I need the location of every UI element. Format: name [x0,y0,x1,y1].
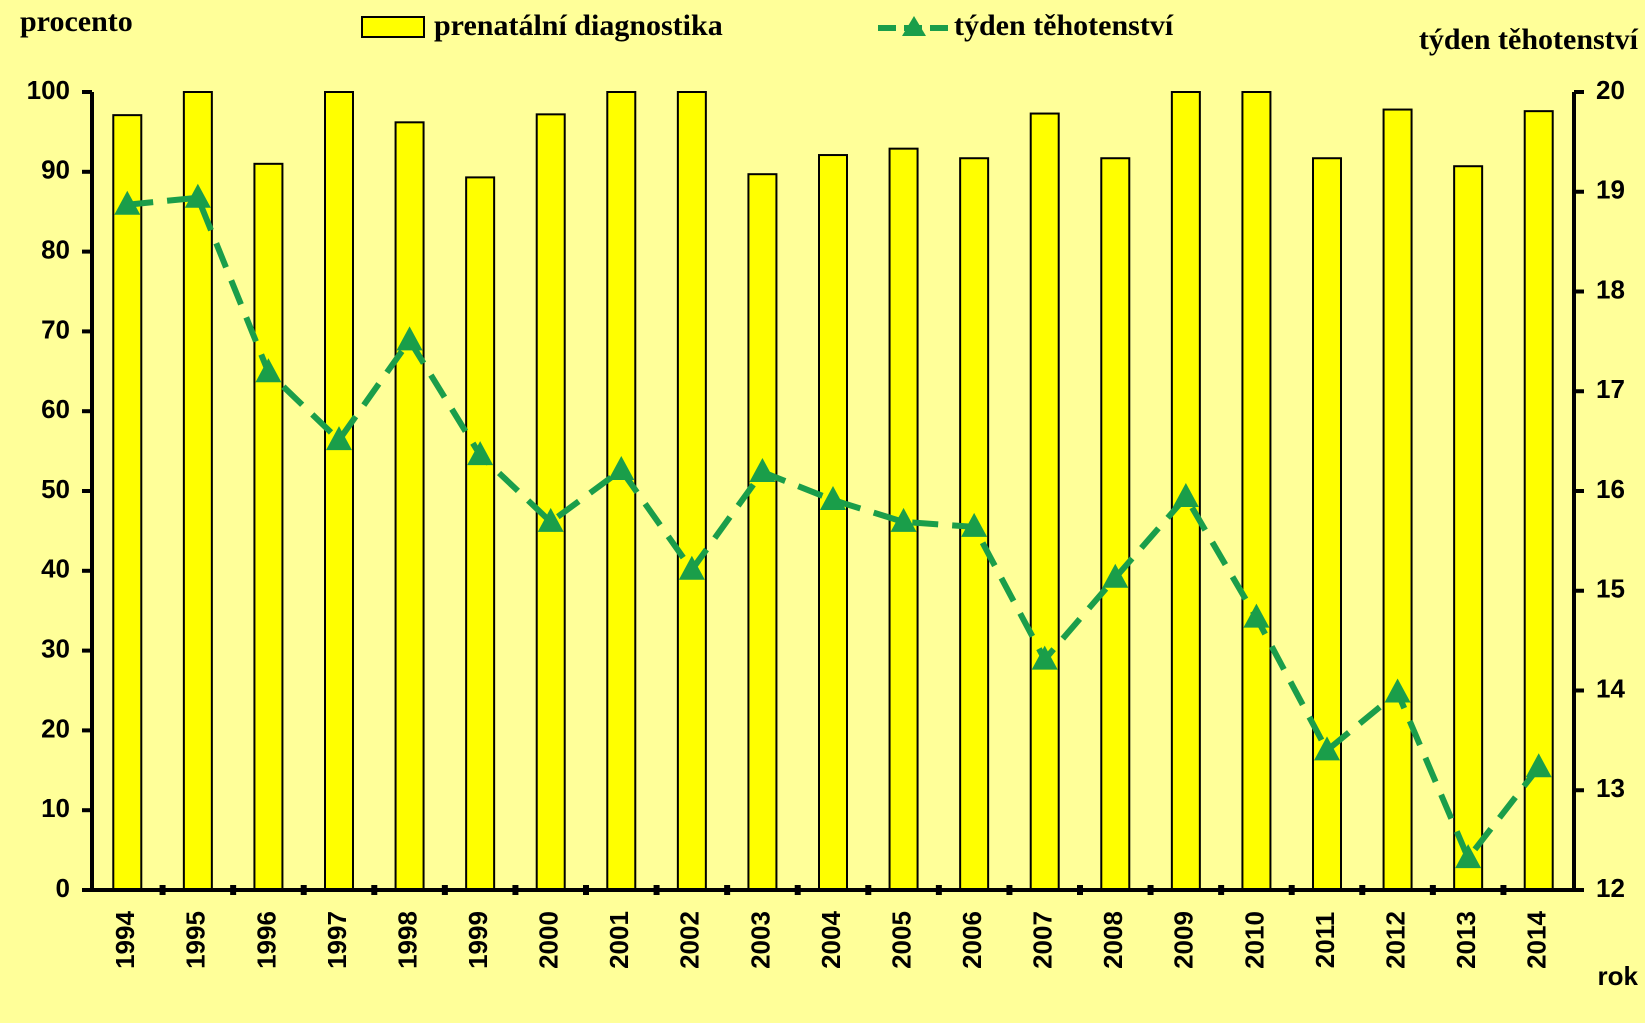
x-tick-label: 2008 [1098,911,1128,969]
y2-tick-label: 18 [1596,274,1625,304]
line-marker [326,426,352,451]
x-axis-label: rok [1598,961,1639,991]
bar [1382,108,1413,891]
y2-tick-label: 15 [1596,574,1625,604]
y-tick-label: 100 [27,75,70,105]
y-tick-label: 60 [41,394,70,424]
line-marker [114,190,141,215]
y2-tick-label: 14 [1596,673,1625,703]
x-tick-label: 2009 [1169,911,1199,969]
y2-tick-label: 16 [1596,474,1625,504]
bar [818,154,848,892]
x-tick-label: 2012 [1380,911,1410,969]
line-marker [1525,753,1552,778]
line-marker [467,441,494,466]
x-tick-label: 2011 [1310,912,1340,968]
line-marker [608,456,635,481]
line-marker [678,555,705,580]
line-marker [961,512,988,537]
x-tick-label: 2013 [1451,911,1481,969]
x-tick-label: 2004 [816,911,846,969]
line-marker [1384,678,1411,703]
y2-tick-label: 19 [1596,175,1625,205]
line-marker [890,507,917,532]
line-marker [1314,736,1340,761]
x-tick-label: 1996 [251,911,281,969]
bar [324,91,354,891]
bar [1100,157,1131,891]
x-tick-label: 2003 [745,911,775,969]
x-tick-label: 1995 [181,911,211,969]
line-marker [1455,844,1482,869]
legend-label: prenatální diagnostika [434,9,723,42]
x-tick-label: 2007 [1028,911,1058,969]
line-marker [820,485,846,510]
x-tick-label: 2006 [957,911,987,969]
line-marker [255,358,282,383]
y2-axis-label: týden těhotenství [1419,23,1639,56]
line-marker [749,458,776,483]
y-tick-label: 20 [41,713,70,743]
line-marker [396,326,423,351]
x-tick-label: 2010 [1239,911,1269,969]
bar [394,121,425,892]
legend-label: týden těhotenství [954,9,1174,42]
bar [112,114,143,891]
x-tick-label: 1994 [110,911,140,969]
y-axis-label: procento [20,5,133,38]
y2-tick-label: 17 [1596,374,1625,404]
x-tick-label: 2000 [534,911,564,969]
bar [535,113,566,892]
bar [676,91,707,891]
bar [1312,157,1342,891]
line-marker [1031,645,1058,670]
y-tick-label: 0 [56,873,70,903]
line-marker [184,183,211,208]
y-tick-label: 30 [41,633,70,663]
bar [1453,165,1484,892]
x-tick-label: 2001 [604,911,634,969]
line-marker [537,507,564,532]
x-tick-label: 2002 [675,911,705,969]
x-tick-label: 2014 [1522,911,1552,969]
bar [182,91,213,891]
y2-tick-label: 12 [1596,873,1625,903]
bar [1029,112,1060,891]
y-tick-label: 90 [41,155,70,185]
y-tick-label: 80 [41,234,70,264]
line-marker [1172,482,1199,507]
x-tick-label: 1999 [463,911,493,969]
y2-tick-label: 13 [1596,773,1625,803]
bar [606,91,637,891]
x-tick-label: 2005 [886,911,916,969]
line-marker [1243,603,1270,628]
y-tick-label: 40 [41,554,70,584]
x-tick-label: 1998 [392,911,422,969]
y-tick-label: 70 [41,314,70,344]
y-tick-label: 10 [41,793,70,823]
bar [747,173,778,892]
bar [465,176,496,892]
legend-marker [902,16,926,36]
legend-bar-swatch [361,16,425,38]
x-tick-label: 1997 [322,911,352,969]
line-marker [1102,563,1129,588]
y2-tick-label: 20 [1596,75,1625,105]
y-tick-label: 50 [41,474,70,504]
bar [253,162,284,891]
bar [1241,91,1272,891]
